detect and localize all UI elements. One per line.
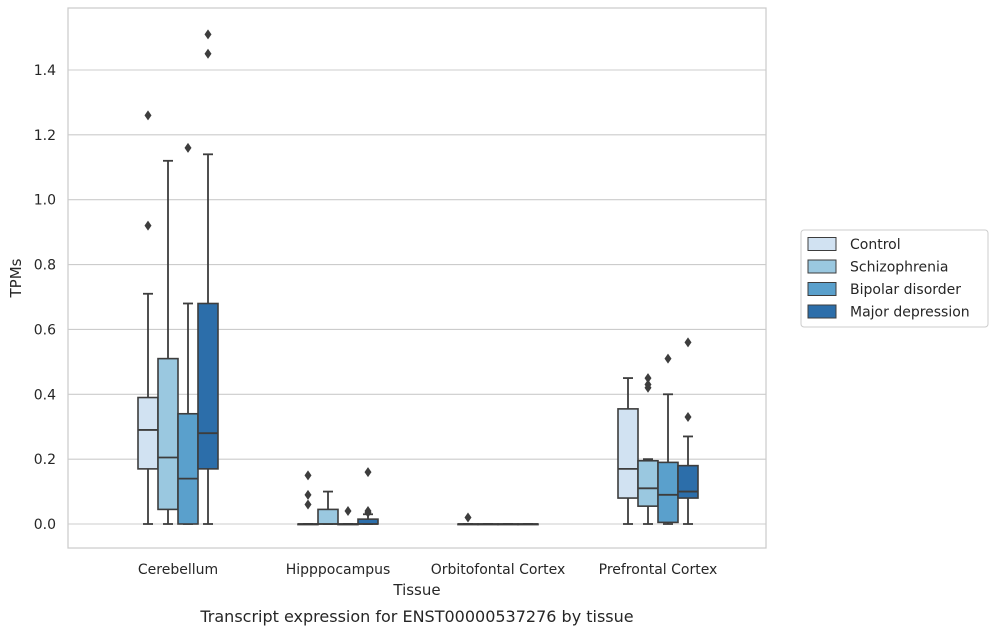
legend-frame (800, 229, 989, 328)
legend-label: Bipolar disorder (850, 282, 961, 298)
legend-label: Control (850, 237, 901, 253)
box-schizophrenia (477, 523, 499, 526)
box-plot-marks (137, 29, 699, 526)
legend-label: Schizophrenia (850, 260, 948, 276)
y-tick-label: 0.2 (34, 452, 56, 468)
outlier-point (464, 512, 472, 523)
legend-swatch (807, 304, 837, 319)
outlier-point (144, 110, 152, 121)
x-axis-ticks: Cerebellum Hipppocampus Orbitofontal Corte… (138, 562, 717, 578)
legend-swatch (807, 237, 837, 251)
box-iqr (177, 412, 199, 525)
x-tick-label: Cerebellum (138, 562, 218, 578)
box-iqr (137, 396, 159, 470)
box-iqr (157, 357, 179, 511)
x-tick-label: Orbitofontal Cortex (431, 562, 566, 578)
outlier-point (644, 379, 652, 390)
box-iqr (317, 508, 339, 525)
outlier-point (644, 373, 652, 384)
box-schizophrenia (157, 159, 179, 525)
x-axis-label: Tissue (392, 581, 440, 599)
box-schizophrenia (317, 490, 339, 525)
box-control (617, 377, 639, 525)
box-major-depression (197, 29, 219, 525)
outlier-point (144, 220, 152, 231)
x-tick-label: Hipppocampus (286, 562, 391, 578)
outlier-point (204, 29, 212, 40)
x-tick-label: Prefrontal Cortex (599, 562, 718, 578)
outlier-point (364, 467, 372, 478)
outlier-point (664, 353, 672, 364)
box-control (297, 470, 319, 526)
y-tick-label: 0.6 (34, 322, 56, 338)
outlier-point (304, 489, 312, 500)
y-axis-ticks: 0.0 0.2 0.4 0.6 0.8 1.0 1.2 1.4 (34, 63, 56, 533)
outlier-point (364, 506, 372, 517)
y-tick-label: 1.4 (34, 63, 56, 79)
box-iqr (677, 464, 699, 499)
y-tick-label: 0.0 (34, 517, 56, 533)
chart-title: Transcript expression for ENST0000053727… (199, 607, 633, 626)
y-tick-label: 1.2 (34, 128, 56, 144)
legend-swatch (807, 282, 837, 296)
outlier-point (684, 337, 692, 348)
outlier-point (304, 499, 312, 510)
legend: Control Schizophrenia Bipolar disorder Majo… (800, 229, 989, 328)
box-control (137, 110, 159, 525)
box-iqr (617, 408, 639, 499)
y-tick-label: 1.0 (34, 193, 56, 209)
legend-swatch (807, 259, 837, 274)
y-axis-label: TPMs (7, 258, 25, 298)
y-tick-label: 0.8 (34, 258, 56, 274)
outlier-point (184, 142, 192, 153)
legend-label: Major depression (850, 305, 970, 321)
outlier-point (304, 470, 312, 481)
box-major-depression (677, 337, 699, 525)
box-bipolar-disorder (657, 353, 679, 525)
box-bipolar-disorder (497, 523, 519, 526)
box-major-depression (357, 467, 379, 525)
box-major-depression (517, 523, 539, 526)
plot-frame (67, 7, 767, 549)
outlier-point (684, 411, 692, 422)
y-tick-label: 0.4 (34, 387, 56, 403)
box-iqr (657, 461, 679, 524)
outlier-point (344, 506, 352, 517)
box-iqr (637, 459, 659, 507)
box-iqr (197, 302, 219, 470)
outlier-point (204, 48, 212, 59)
